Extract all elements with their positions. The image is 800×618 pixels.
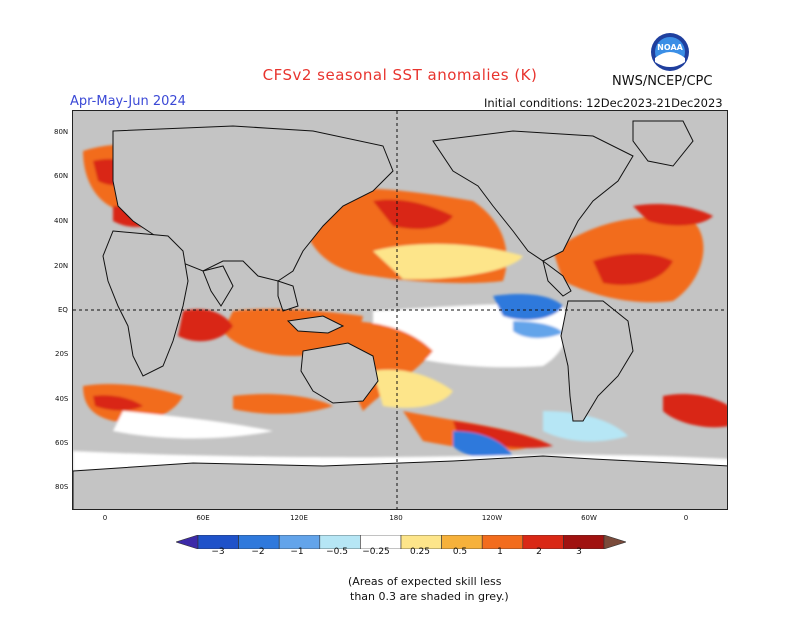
lon-label-60w: 60W [581, 514, 597, 522]
season-label: Apr-May-Jun 2024 [70, 94, 186, 109]
colorbar-tick: −2 [251, 547, 265, 557]
lat-label-40n: 40N [54, 217, 69, 225]
colorbar-tick: 1 [497, 547, 503, 557]
lon-label-0: 0 [102, 514, 108, 522]
colorbar-tick: 0.25 [409, 547, 431, 557]
lat-label-80n: 80N [54, 128, 69, 136]
chart-title: CFSv2 seasonal SST anomalies (K) [262, 66, 538, 84]
lat-label-20n: 20N [54, 262, 69, 270]
colorbar-arrow-high [603, 534, 627, 550]
colorbar [175, 534, 627, 550]
colorbar-tick: 2 [536, 547, 542, 557]
agency-label: NWS/NCEP/CPC [612, 74, 713, 89]
lat-label-20s: 20S [55, 350, 69, 358]
initial-conditions-label: Initial conditions: 12Dec2023-21Dec2023 [484, 96, 723, 110]
skill-note-line-2: than 0.3 are shaded in grey.) [350, 590, 509, 603]
colorbar-tick: −0.5 [326, 547, 348, 557]
skill-note-line-1: (Areas of expected skill less [348, 575, 502, 588]
colorbar-tick: −1 [290, 547, 304, 557]
colorbar-tick: 3 [576, 547, 582, 557]
noaa-logo-text: NOAA [657, 43, 683, 52]
lat-label-eq: EQ [58, 306, 68, 314]
lon-label-0-east: 0 [683, 514, 689, 522]
lat-label-60s: 60S [55, 439, 69, 447]
lat-label-80s: 80S [55, 483, 69, 491]
colorbar-tick: −3 [211, 547, 225, 557]
lon-label-120e: 120E [290, 514, 308, 522]
colorbar-arrow-low [175, 534, 199, 550]
sst-anomaly-map [72, 110, 728, 510]
lon-label-60e: 60E [196, 514, 210, 522]
lon-label-180: 180 [389, 514, 403, 522]
colorbar-tick: 0.5 [452, 547, 468, 557]
lon-label-120w: 120W [481, 514, 503, 522]
lat-label-40s: 40S [55, 395, 69, 403]
skill-note: (Areas of expected skill less than 0.3 a… [300, 574, 560, 604]
colorbar-tick: −0.25 [362, 547, 390, 557]
lat-label-60n: 60N [54, 172, 69, 180]
noaa-logo: NOAA [650, 32, 690, 72]
